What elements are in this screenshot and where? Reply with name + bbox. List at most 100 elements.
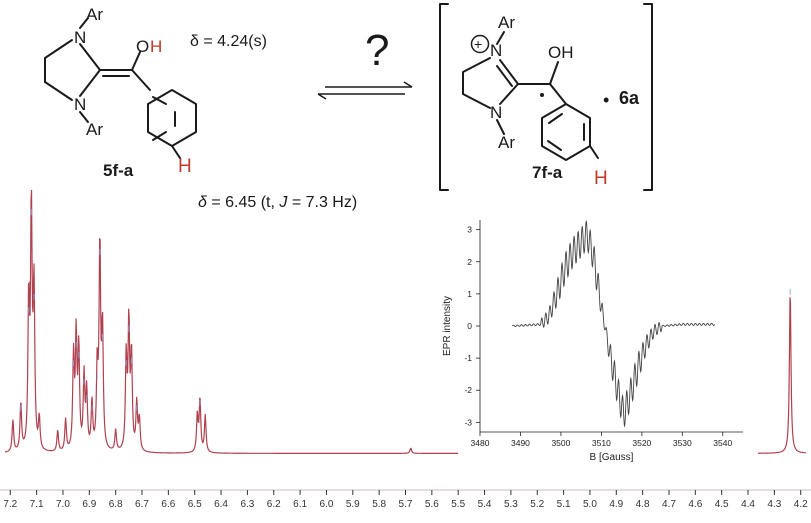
compound-label-5f-a: 5f-a bbox=[103, 161, 134, 180]
shift-annotations: δ = 4.24(s) δ = 6.45 (t, J = 7.3 Hz) bbox=[190, 33, 357, 211]
nmr-peak-markers bbox=[20, 209, 791, 412]
ring-left-bonds bbox=[44, 39, 73, 101]
epr-background bbox=[458, 206, 758, 466]
nmr-tick-label: 5.5 bbox=[451, 499, 465, 510]
epr-y-tick-label: -2 bbox=[464, 385, 472, 395]
n-bottom-label: N bbox=[74, 95, 86, 114]
nmr-tick-label: 5.3 bbox=[504, 499, 518, 510]
phenyl-ring-r bbox=[541, 103, 591, 161]
epr-y-tick-label: 2 bbox=[467, 257, 472, 267]
para-h-label-r: H bbox=[594, 168, 608, 189]
ring-right-bonds bbox=[462, 57, 491, 109]
partner-dot: • bbox=[603, 90, 609, 110]
partner-label-6a: 6a bbox=[619, 88, 640, 108]
epr-x-tick-label: 3480 bbox=[471, 438, 490, 448]
bond-c-h-para-r bbox=[589, 145, 599, 159]
nmr-tick-label: 6.8 bbox=[109, 499, 123, 510]
n-top-label-r: N bbox=[490, 41, 502, 60]
nmr-tick-label: 6.0 bbox=[320, 499, 334, 510]
nmr-tick-label: 4.8 bbox=[636, 499, 650, 510]
nmr-tick-label: 4.7 bbox=[662, 499, 676, 510]
nmr-tick-label: 6.9 bbox=[82, 499, 96, 510]
nmr-x-axis: 7.2 7.1 7.0 6.9 6.8 6.7 6.6 6.5 6.4 6.3 6.2 6.1 6.0 5… bbox=[3, 490, 808, 510]
shift-phenyl-text: δ = 6.45 (t, J = 7.3 Hz) bbox=[198, 194, 357, 211]
epr-x-axis-label: B [Gauss] bbox=[590, 452, 634, 463]
epr-inset: 3480 3490 3500 3510 3520 3530 3540 3 2 1 0 -1 -2 -3 B… bbox=[442, 206, 758, 466]
bond-n-c2-double-r bbox=[496, 65, 513, 87]
bond-n-ar-top bbox=[79, 17, 89, 29]
bond-c-h-para bbox=[171, 145, 181, 159]
nmr-tick-label: 5.2 bbox=[530, 499, 544, 510]
epr-trace bbox=[512, 220, 716, 428]
n-top-label: N bbox=[74, 28, 86, 47]
oh-label-r: OH bbox=[548, 43, 574, 62]
reverse-arrow-head bbox=[317, 93, 327, 100]
epr-y-axis-label: EPR intensity bbox=[442, 296, 453, 356]
epr-x-tick-label: 3530 bbox=[673, 438, 692, 448]
nmr-spectrum: 7.2 7.1 7.0 6.9 6.8 6.7 6.6 6.5 6.4 6.3 6.2 6.1 6.0 5… bbox=[0, 189, 811, 510]
structure-5f-a: Ar N N Ar O H H 5f-a bbox=[44, 5, 197, 180]
epr-axes: 3480 3490 3500 3510 3520 3530 3540 3 2 1 0 -1 -2 -3 bbox=[458, 206, 758, 466]
nmr-tick-label: 6.6 bbox=[161, 499, 175, 510]
bond-c-oh bbox=[131, 51, 141, 71]
bond-crad-ph bbox=[549, 83, 567, 105]
bond-n-ar-top-r bbox=[496, 31, 505, 45]
bond-n-ar-bottom bbox=[79, 111, 89, 123]
phenyl-inner-3 bbox=[152, 96, 167, 105]
nmr-tick-label: 4.4 bbox=[741, 499, 755, 510]
bond-n-c2-top bbox=[79, 43, 101, 71]
nmr-tick-label: 4.5 bbox=[715, 499, 729, 510]
epr-x-tick-label: 3500 bbox=[551, 438, 570, 448]
phenyl-inner-r3 bbox=[547, 140, 562, 151]
nmr-tick-label: 5.6 bbox=[425, 499, 439, 510]
ar-bottom-label-r: Ar bbox=[498, 133, 515, 152]
nmr-tick-label: 6.2 bbox=[267, 499, 281, 510]
ar-bottom-label: Ar bbox=[86, 120, 103, 139]
epr-x-tick-label: 3490 bbox=[511, 438, 530, 448]
bond-n-c2-bottom-r bbox=[499, 83, 519, 105]
equilibrium-arrows: ? bbox=[317, 26, 413, 100]
compound-label-7f-a: 7f-a bbox=[532, 163, 563, 182]
nmr-tick-label: 4.2 bbox=[794, 499, 808, 510]
epr-x-tick-label: 3520 bbox=[632, 438, 651, 448]
ar-top-label: Ar bbox=[86, 5, 103, 24]
epr-y-tick-label: -3 bbox=[464, 417, 472, 427]
nmr-tick-label: 4.9 bbox=[609, 499, 623, 510]
plus-charge: + bbox=[474, 36, 482, 52]
epr-y-tick-label: 1 bbox=[467, 289, 472, 299]
shift-ph-delta: δ bbox=[198, 194, 208, 211]
epr-y-tick-label: 3 bbox=[467, 225, 472, 235]
nmr-tick-label: 7.0 bbox=[56, 499, 70, 510]
nmr-tick-label: 5.0 bbox=[583, 499, 597, 510]
shift-oh-text: δ = 4.24(s) bbox=[190, 33, 267, 50]
nmr-tick-label: 5.8 bbox=[372, 499, 386, 510]
oh-o-label: O bbox=[136, 37, 149, 56]
shift-ph-mid: = 6.45 (t, bbox=[207, 194, 279, 211]
nmr-tick-label: 5.7 bbox=[399, 499, 413, 510]
epr-y-tick-label: -1 bbox=[464, 353, 472, 363]
nmr-tick-label: 4.3 bbox=[767, 499, 781, 510]
nmr-tick-label: 7.1 bbox=[30, 499, 44, 510]
phenyl-inner-r2 bbox=[548, 113, 563, 124]
epr-y-tick-label: 0 bbox=[467, 321, 472, 331]
forward-arrow-head bbox=[403, 81, 413, 88]
bond-n-ar-bottom-r bbox=[496, 119, 505, 135]
nmr-tick-label: 5.4 bbox=[478, 499, 492, 510]
nmr-tick-label: 4.6 bbox=[688, 499, 702, 510]
bond-n-c2-bottom bbox=[79, 69, 101, 97]
bond-c-ph bbox=[131, 69, 151, 91]
nmr-tick-label: 6.3 bbox=[240, 499, 254, 510]
epr-x-tick-label: 3510 bbox=[592, 438, 611, 448]
question-mark: ? bbox=[365, 26, 389, 75]
nmr-tick-label: 6.5 bbox=[188, 499, 202, 510]
bracket-right bbox=[643, 3, 653, 191]
structure-7f-a: + Ar N N Ar OH H 7f-a • 6a bbox=[439, 3, 653, 191]
plus-charge-circle bbox=[470, 34, 490, 54]
ar-top-label-r: Ar bbox=[498, 13, 515, 32]
bond-n-c2-top-r bbox=[499, 59, 519, 85]
n-bottom-label-r: N bbox=[490, 103, 502, 122]
nmr-tick-label: 5.1 bbox=[557, 499, 571, 510]
nmr-tick-label: 6.1 bbox=[293, 499, 307, 510]
phenyl-inner-2 bbox=[152, 131, 167, 141]
